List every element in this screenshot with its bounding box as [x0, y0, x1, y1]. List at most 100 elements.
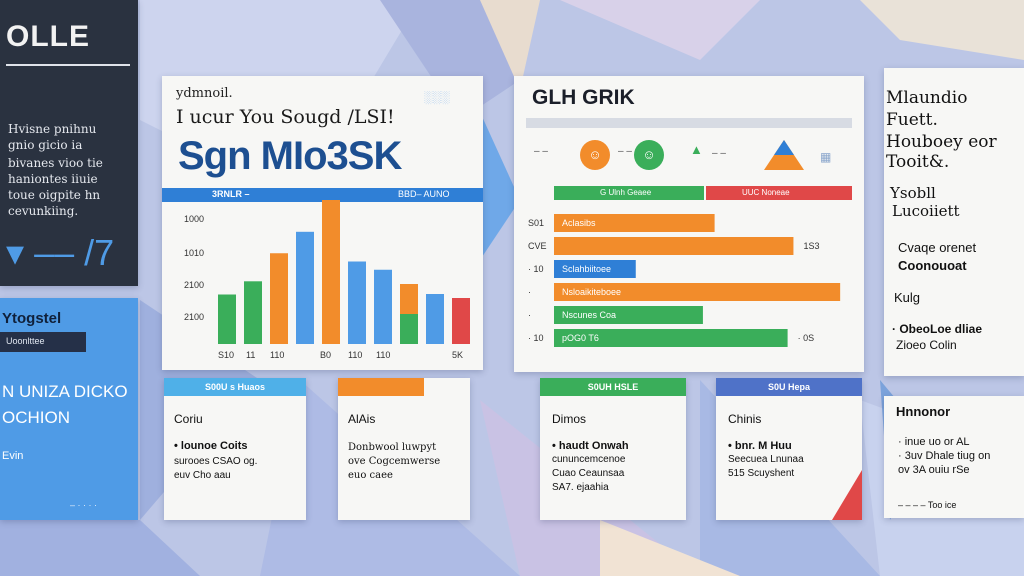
blue-panel-title: Ytogstel	[2, 310, 62, 327]
left-text-line-1: Hvisne pnihnu	[8, 122, 97, 136]
bar-segment	[218, 294, 236, 344]
blue-panel-tag: Uoonlttee	[0, 332, 86, 352]
blue-panel-tag-label: Uoonlttee	[6, 336, 45, 346]
mini-card-line: Donbwool luwpyt	[348, 442, 437, 453]
side-note-title: Hnnonor	[896, 404, 951, 419]
hbar-tick: · 10	[528, 264, 544, 274]
x-tick-label: 11	[246, 350, 255, 360]
side-head-4: Tooit&.	[886, 152, 950, 172]
mini-card-line: • bnr. M Huu	[728, 440, 792, 452]
side-note-line: · inue uo or AL	[898, 436, 970, 448]
bell-icon[interactable]: ▲	[690, 142, 703, 157]
legend-label: G Ulnh Geaee	[600, 188, 652, 197]
main-band-label: 3RNLR –	[212, 189, 250, 199]
hbar	[554, 260, 636, 278]
left-text-line-4: haniontes iiuie	[8, 172, 98, 186]
mini-card-2[interactable]: AlAis Donbwool luwpyt ove Cogcemwerse eu…	[338, 378, 470, 520]
hbar-tick: CVE	[528, 241, 547, 251]
bar-segment	[322, 252, 340, 344]
x-tick-label: 110	[376, 350, 390, 360]
hbar-tick: · 10	[528, 333, 544, 343]
legend-band-green: G Ulnh Geaee	[554, 186, 704, 200]
side-foot-2: Zioeo Colin	[896, 338, 957, 352]
blue-panel-heading-1: N UNIZA DICKO	[2, 382, 128, 401]
side-note-panel: Hnnonor · inue uo or AL · 3uv Dhale tiug…	[884, 396, 1024, 518]
orange-circle-icon[interactable]: ☺	[580, 140, 610, 170]
hbar-tick: ·	[528, 310, 531, 320]
bar-segment	[348, 261, 366, 344]
left-big-number: ▾ –– /7	[6, 232, 115, 273]
triangle-icon[interactable]	[762, 138, 806, 172]
left-dark-panel: OLLE Hvisne pnihnu gnio gicio ia bivanes…	[0, 0, 138, 286]
main-eyebrow: ydmnoil.	[176, 86, 233, 101]
hbar-tick: S01	[528, 218, 544, 228]
corner-accent-shape	[832, 470, 862, 520]
mini-card-header: S0U Hepa	[716, 378, 862, 396]
mini-card-header: S0UH HSLE	[540, 378, 686, 396]
hbar-label: pOG0 T6	[562, 333, 599, 343]
side-head-2: Fuett.	[886, 110, 938, 130]
hbar-end-label: · 0S	[798, 333, 815, 343]
mini-card-header: S00U s Huaos	[164, 378, 306, 396]
hbar	[554, 214, 715, 232]
y-tick-label: 1000	[184, 214, 204, 224]
main-band-right: BBD– AUNO	[398, 189, 450, 199]
y-tick-label: 1010	[184, 248, 204, 258]
hbar-label: Sclahbiitoee	[562, 264, 611, 274]
hbar-label: Nsloaikiteboee	[562, 287, 621, 297]
hbar-label: Aclasibs	[562, 218, 596, 228]
x-tick-label: 5K	[452, 350, 463, 360]
hbar	[554, 283, 841, 301]
side-foot-1: · ObeoLoe dliae	[892, 322, 983, 336]
mini-card-1[interactable]: S00U s Huaos Coriu • lounoe Coits surooe…	[164, 378, 306, 520]
chart-icon[interactable]: ▦	[820, 150, 832, 164]
mini-card-line: cununcemcenoe	[552, 454, 626, 465]
green-circle-icon[interactable]: ☺	[634, 140, 664, 170]
mini-card-line: euo caee	[348, 470, 393, 481]
main-band: 3RNLR – BBD– AUNO	[162, 188, 483, 202]
main-chart-card: ydmnoil. ░░░ I ucur You Sougd /LSI! Sgn …	[162, 76, 483, 370]
left-text-line-2: gnio gicio ia	[8, 138, 83, 152]
mini-card-3[interactable]: S0UH HSLE Dimos • haudt Onwah cununcemce…	[540, 378, 686, 520]
mini-card-title: AlAis	[348, 412, 376, 426]
x-tick-label: S10	[218, 350, 234, 360]
mini-card-line: 515 Scuyshent	[728, 468, 795, 479]
side-tag: Kulg	[894, 290, 921, 305]
mini-card-title: Chinis	[728, 412, 762, 426]
app-logo: OLLE	[6, 20, 90, 53]
hbar-tick: ·	[528, 287, 531, 297]
side-note-line: · 3uv Dhale tiug on	[898, 450, 991, 462]
side-note-foot: – – – – Too ice	[898, 500, 957, 510]
mini-card-4[interactable]: S0U Hepa Chinis • bnr. M Huu Seecuea Lnu…	[716, 378, 862, 520]
legend-label: UUC Noneae	[742, 188, 790, 197]
mini-card-line: Cuao Ceaunsaa	[552, 468, 625, 479]
bar-segment	[400, 314, 418, 344]
left-blue-panel: Ytogstel Uoonlttee N UNIZA DICKO OCHION …	[0, 298, 138, 520]
bar-segment	[374, 269, 392, 344]
side-sub-1: Ysobll	[890, 184, 936, 202]
bar-segment	[426, 294, 444, 344]
y-tick-label: 2100	[184, 280, 204, 290]
left-text-line-6: cevunkiing.	[8, 204, 79, 218]
blue-panel-heading-2: OCHION	[2, 408, 70, 427]
bar-card-divider	[526, 118, 852, 128]
logo-underline	[6, 64, 130, 66]
x-tick-label: 110	[348, 350, 362, 360]
bar-segment	[270, 253, 288, 344]
main-title: Sgn MIo3SK	[178, 134, 402, 178]
side-mid-1: Cvaqe orenet	[898, 240, 977, 255]
y-tick-label: 2100	[184, 312, 204, 322]
side-sub-2: Lucoiiett	[892, 202, 960, 220]
mini-card-line: Seecuea Lnunaa	[728, 454, 804, 465]
hbar	[554, 306, 703, 324]
x-tick-label: B0	[320, 350, 331, 360]
side-text-panel: Mlaundio Fuett. Houboey eor Tooit&. Ysob…	[884, 68, 1024, 376]
mini-card-title: Coriu	[174, 412, 203, 426]
x-tick-label: 110	[270, 350, 284, 360]
icon-row-label: – –	[618, 146, 632, 157]
icon-row-label: – –	[534, 146, 548, 157]
mini-card-line: SA7. ejaahia	[552, 482, 609, 493]
hbar-end-label: 1S3	[803, 241, 819, 251]
horizontal-bar-chart: S01 Aclasibs CVE 1S3 · 10 Sclahbiitoee · Nsloai…	[528, 214, 841, 347]
